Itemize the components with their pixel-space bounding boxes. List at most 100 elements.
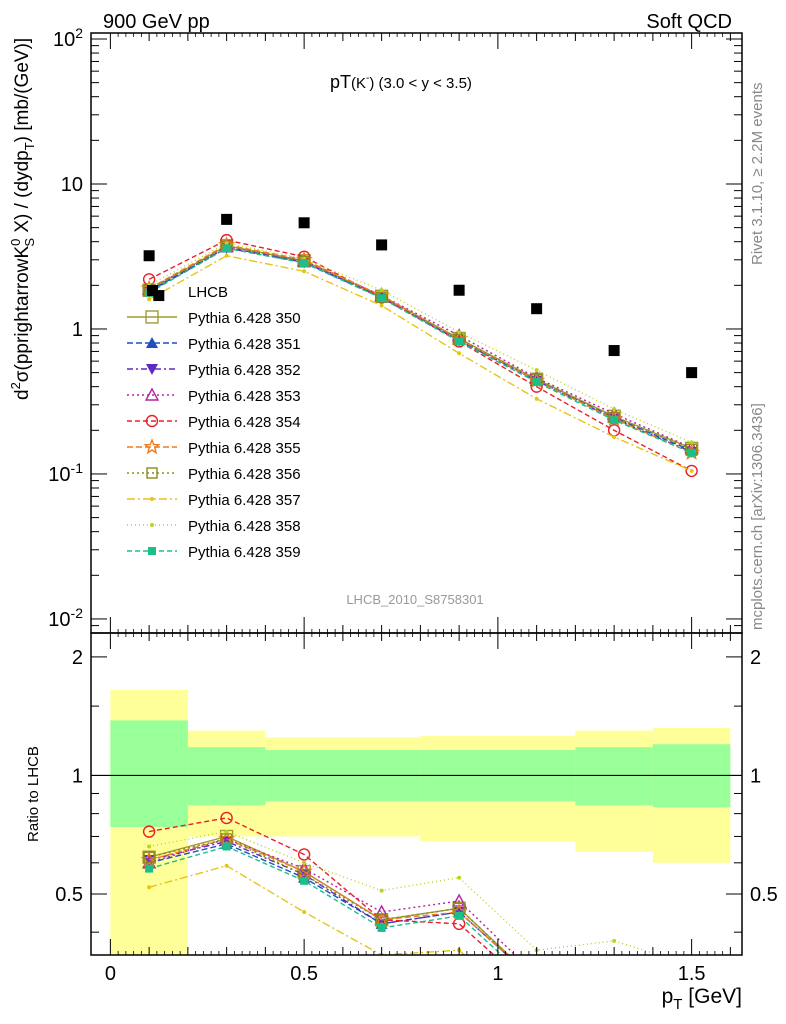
legend-marker bbox=[146, 467, 158, 479]
ratio-y-tick-label-right: 0.5 bbox=[750, 884, 778, 906]
ratio-point bbox=[608, 981, 620, 993]
plot-title: pT(K-) (3.0 < y < 3.5) bbox=[330, 72, 472, 92]
header-left-label: 900 GeV pp bbox=[103, 11, 210, 33]
legend-entry-s356: Pythia 6.428 356 bbox=[127, 466, 301, 483]
header-right-label: Soft QCD bbox=[646, 11, 732, 33]
x-tick-label: 0 bbox=[105, 963, 116, 985]
uncertainty-band-inner bbox=[187, 747, 266, 806]
mc-point bbox=[455, 337, 464, 346]
legend: LHCB Pythia 6.428 350 Pythia 6.428 351 Pyth… bbox=[127, 284, 301, 561]
ytitle-middle: X) / (dydp bbox=[12, 150, 33, 238]
ytitle-sub-s: S bbox=[22, 238, 37, 247]
plot-title-sub: (K bbox=[351, 75, 366, 92]
xtitle-sub-t: T bbox=[673, 996, 682, 1013]
ratio-point bbox=[145, 864, 154, 873]
ratio-point bbox=[224, 863, 229, 868]
ytitle-sup-2: 2 bbox=[8, 382, 23, 389]
ratio-point bbox=[457, 875, 462, 880]
ratio-point bbox=[608, 981, 620, 992]
main-plot-area bbox=[140, 213, 701, 478]
ratio-point bbox=[531, 970, 543, 981]
legend-label: Pythia 6.428 357 bbox=[188, 492, 301, 509]
legend-entry-s353: Pythia 6.428 353 bbox=[127, 387, 301, 405]
ratio-point bbox=[374, 904, 389, 918]
data-point bbox=[153, 290, 165, 302]
data-point bbox=[453, 284, 465, 296]
ratio-series-line bbox=[148, 840, 509, 955]
ratio-point bbox=[224, 829, 229, 834]
legend-label: Pythia 6.428 353 bbox=[188, 388, 301, 405]
ratio-point bbox=[531, 976, 543, 987]
main-y-tick-label: 10-2 bbox=[48, 605, 83, 631]
main-y-tick-label: 10-1 bbox=[48, 460, 83, 486]
ratio-series-line bbox=[148, 835, 510, 955]
mc-point bbox=[377, 294, 386, 303]
ratio-y-tick-label: 2 bbox=[72, 647, 83, 669]
ytitle-sigma: σ(pprightarrowK bbox=[12, 246, 33, 383]
xtitle-unit: [GeV] bbox=[682, 985, 742, 1008]
data-point bbox=[221, 213, 233, 225]
ratio-point bbox=[608, 982, 620, 993]
ratio-series-s353 bbox=[141, 831, 620, 986]
mc-series-line bbox=[148, 247, 692, 454]
legend-label: Pythia 6.428 359 bbox=[188, 544, 301, 561]
mc-point bbox=[222, 244, 231, 253]
ratio-point bbox=[533, 983, 541, 991]
legend-marker bbox=[147, 285, 158, 296]
ratio-series-s352 bbox=[143, 836, 620, 993]
ratio-series-line bbox=[148, 838, 509, 955]
legend-label: Pythia 6.428 350 bbox=[188, 310, 301, 327]
ratio-point bbox=[530, 974, 543, 987]
ratio-axes: 0.5 0.5 1 1 2 2 0 0.5 1 1.5 bbox=[55, 633, 778, 985]
ratio-series-line bbox=[148, 838, 510, 955]
legend-marker bbox=[150, 497, 154, 501]
mc-point bbox=[300, 259, 309, 268]
x-tick-label: 1 bbox=[492, 963, 503, 985]
mc-point bbox=[534, 368, 539, 373]
ytitle-sup-0: 0 bbox=[8, 239, 23, 246]
ratio-series-s355 bbox=[140, 829, 621, 993]
ratio-point bbox=[608, 975, 620, 986]
data-point bbox=[608, 345, 620, 357]
ratio-y-tick-label: 1 bbox=[72, 765, 83, 787]
main-y-tick-label: 10 bbox=[61, 174, 83, 196]
mc-series-line bbox=[148, 245, 692, 450]
data-point bbox=[686, 367, 698, 379]
data-series-lhcb bbox=[143, 213, 698, 379]
ratio-point bbox=[609, 982, 619, 992]
legend-label: Pythia 6.428 355 bbox=[188, 440, 301, 457]
mc-point bbox=[147, 297, 152, 302]
uncertainty-band-inner bbox=[575, 747, 653, 806]
x-tick-label: 1.5 bbox=[678, 963, 706, 985]
legend-entry-s358: Pythia 6.428 358 bbox=[127, 518, 301, 535]
legend-marker bbox=[143, 438, 161, 455]
rivet-label: Rivet 3.1.10, ≥ 2.2M events bbox=[749, 83, 766, 266]
uncertainty-band-inner bbox=[110, 720, 188, 827]
ratio-point bbox=[379, 888, 384, 893]
data-point bbox=[143, 250, 155, 262]
mc-point bbox=[689, 440, 694, 445]
legend-label: Pythia 6.428 352 bbox=[188, 362, 301, 379]
ratio-series-line bbox=[148, 864, 466, 955]
legend-entry-s359: Pythia 6.428 359 bbox=[127, 544, 301, 561]
main-y-tick-label: 102 bbox=[53, 25, 83, 51]
mc-point bbox=[379, 288, 384, 293]
mc-point bbox=[687, 448, 696, 457]
ratio-series-line bbox=[148, 845, 503, 955]
ratio-y-tick-label-right: 1 bbox=[750, 765, 761, 787]
ratio-series-s359 bbox=[145, 842, 618, 997]
ytitle-sub-t: T bbox=[22, 142, 37, 150]
legend-label: Pythia 6.428 354 bbox=[188, 414, 301, 431]
ratio-plot-frame bbox=[90, 632, 743, 956]
ytitle-unit: ) [mb/(GeV)] bbox=[12, 38, 33, 143]
mc-point bbox=[685, 464, 698, 478]
mc-point bbox=[689, 468, 694, 473]
main-plot-frame bbox=[90, 32, 743, 634]
ratio-point bbox=[531, 988, 542, 999]
ratio-series-s350 bbox=[142, 829, 620, 993]
ratio-point bbox=[608, 980, 621, 993]
ratio-point bbox=[610, 989, 618, 997]
ratio-y-axis-title: Ratio to LHCB bbox=[25, 746, 42, 842]
ratio-point bbox=[220, 811, 233, 825]
ratio-series-line bbox=[148, 830, 662, 955]
